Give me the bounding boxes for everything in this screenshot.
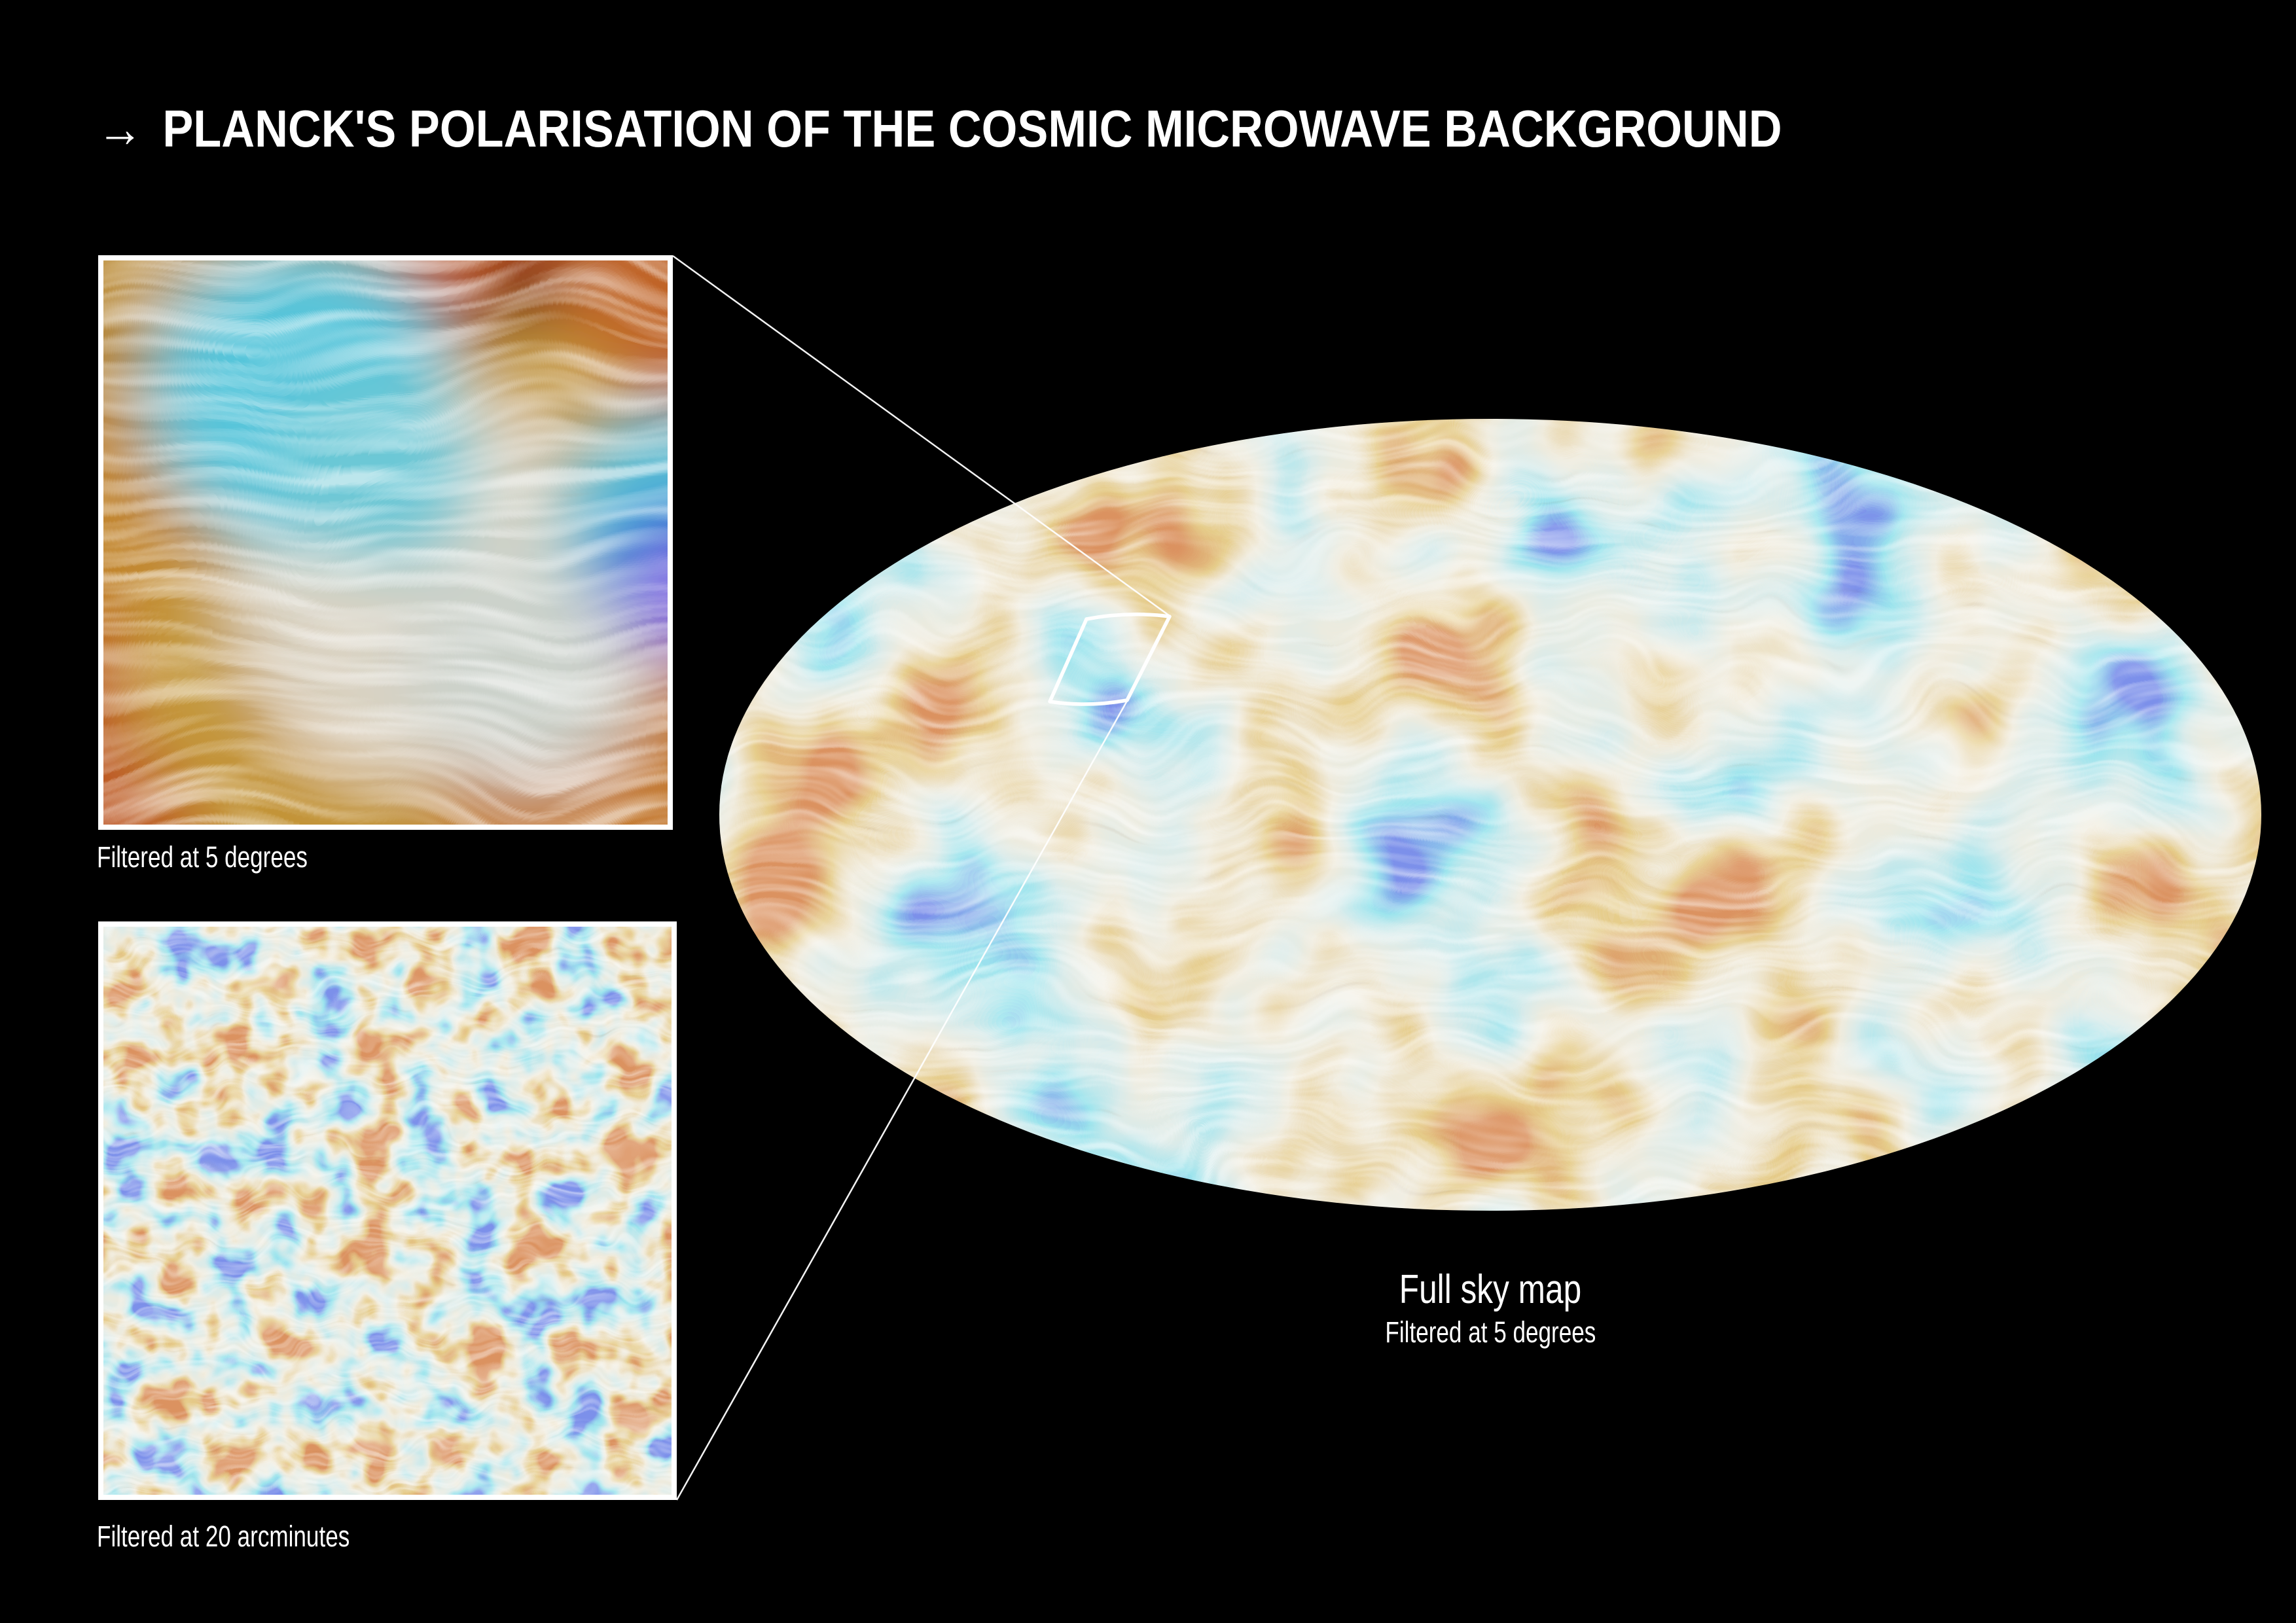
inset-20-arcmin-texture — [103, 927, 672, 1495]
full-sky-map-title: Full sky map — [1399, 1267, 1582, 1312]
full-sky-map-streaks — [719, 419, 2261, 1211]
page-title: PLANCK'S POLARISATION OF THE COSMIC MICR… — [162, 99, 1782, 158]
inset-5-degrees-panel — [98, 255, 673, 830]
arrow-right-icon: → — [97, 99, 143, 158]
full-sky-map-labels: Full sky map Filtered at 5 degrees — [1098, 1270, 1883, 1347]
inset-20-arcmin-caption: Filtered at 20 arcminutes — [97, 1520, 350, 1553]
full-sky-map-subtitle: Filtered at 5 degrees — [1385, 1315, 1596, 1349]
inset-5-degrees-texture — [103, 260, 668, 825]
inset-5-degrees-streaks — [103, 260, 668, 825]
header: → PLANCK'S POLARISATION OF THE COSMIC MI… — [97, 103, 1782, 155]
full-sky-map — [719, 419, 2261, 1211]
inset-20-arcmin-streaks — [103, 927, 672, 1495]
inset-20-arcmin-panel — [98, 921, 677, 1500]
inset-5-degrees-caption: Filtered at 5 degrees — [97, 840, 308, 874]
full-sky-map-texture — [719, 419, 2261, 1211]
full-sky-map-ellipse — [719, 419, 2261, 1211]
